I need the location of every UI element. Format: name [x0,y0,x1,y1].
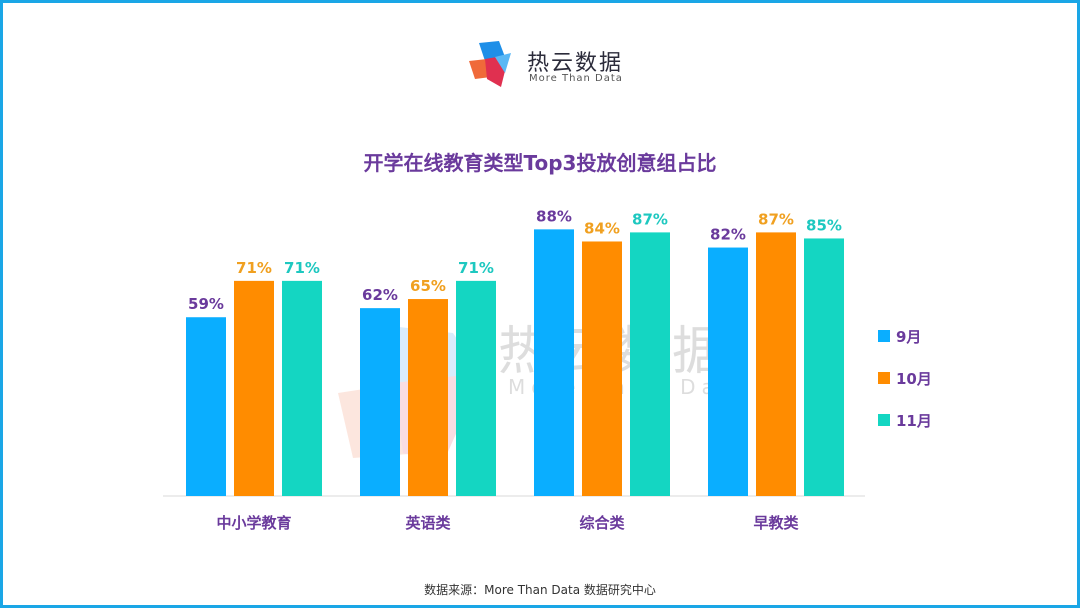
data-label-4-series-2: 87% [758,210,794,228]
data-label-4-series-3: 85% [806,216,842,234]
data-label-1-series-1: 59% [188,295,224,313]
bar-1-series-3 [282,280,322,496]
bar-2-series-2 [408,299,448,496]
bar-2-series-1 [360,308,400,496]
data-label-3-series-2: 84% [584,219,620,237]
bar-4-series-1 [708,247,748,496]
bar-3-series-1 [534,229,574,497]
bar-4-series-3 [804,238,844,496]
legend-item-1: 9月 [878,325,932,347]
data-label-1-series-3: 71% [284,259,320,277]
brand-name: 热云数据 [527,51,624,76]
legend: 9月 10月 11月 [878,325,932,451]
legend-label: 10月 [896,369,932,388]
legend-item-3: 11月 [878,409,932,431]
source-note: 数据来源：More Than Data 数据研究中心 [424,583,656,597]
bar-2-series-3 [456,280,496,496]
category-label-1: 中小学教育 [216,514,291,532]
category-label-3: 综合类 [579,514,625,532]
bar-3-series-2 [582,241,622,496]
logo-icon [469,41,511,87]
data-label-2-series-3: 71% [458,259,494,277]
data-label-1-series-2: 71% [236,259,272,277]
data-label-4-series-1: 82% [710,226,746,244]
legend-label: 11月 [896,411,932,430]
legend-item-2: 10月 [878,367,932,389]
data-label-3-series-1: 88% [536,207,572,225]
bar-4-series-2 [756,232,796,496]
bar-3-series-3 [630,232,670,496]
bar-1-series-1 [186,317,226,496]
data-label-3-series-3: 87% [632,210,668,228]
chart-title: 开学在线教育类型Top3投放创意组占比 [363,151,717,175]
bar-1-series-2 [234,280,274,496]
data-label-2-series-1: 62% [362,286,398,304]
category-label-2: 英语类 [405,514,451,532]
brand-tagline: More Than Data [529,73,623,84]
legend-swatch [878,414,890,426]
legend-swatch [878,330,890,342]
bar-chart: 59% 71% 71% 中小学教育 62% 65% 71% 英语类 88% 84% 87% 综合类 82… [163,207,865,532]
legend-swatch [878,372,890,384]
legend-label: 9月 [896,327,922,346]
category-label-4: 早教类 [753,514,799,532]
brand-logo: 热云数据 More Than Data [465,39,635,99]
data-label-2-series-2: 65% [410,277,446,295]
